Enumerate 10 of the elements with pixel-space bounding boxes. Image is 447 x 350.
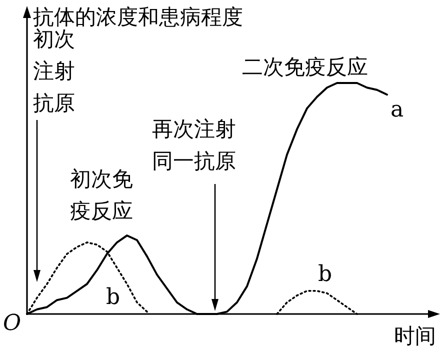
series-label: b — [318, 262, 332, 287]
x-axis-title: 时间 — [394, 324, 436, 348]
series-label: a — [390, 98, 404, 123]
annotation: 初次免疫反应 — [70, 167, 133, 223]
text: 二次免疫反应 — [242, 55, 368, 79]
text: O — [2, 311, 22, 336]
chart-title: 抗体的浓度和患病程度 — [33, 5, 243, 29]
text: b — [106, 285, 120, 310]
annotation: 再次注射同一抗原 — [152, 117, 236, 173]
annotation: 初次注射抗原 — [33, 27, 75, 115]
